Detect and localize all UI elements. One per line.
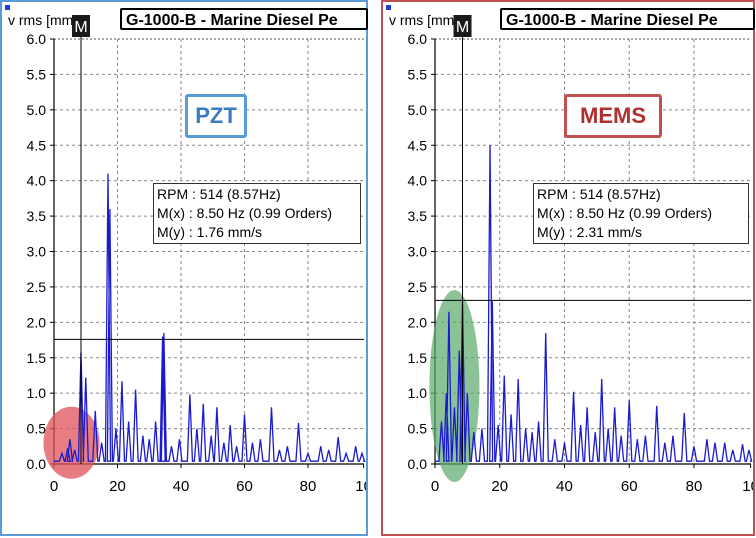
- y-tick-label: 1.5: [27, 350, 47, 366]
- readout-mx: M(x) : 8.50 Hz (0.99 Orders): [537, 205, 713, 221]
- panel-corner-marker: [386, 5, 391, 10]
- marker-badge: [453, 15, 472, 37]
- y-tick-label: 2.0: [408, 314, 428, 330]
- spectrum-trace: [54, 173, 366, 462]
- mems-marker-readout: RPM : 514 (8.57Hz) M(x) : 8.50 Hz (0.99 …: [533, 183, 749, 244]
- y-tick-label: 3.0: [27, 244, 47, 260]
- x-tick-label: 40: [173, 478, 190, 495]
- pzt-chart-title: G-1000-B - Marine Diesel Pe: [120, 8, 368, 30]
- x-tick-label: 60: [621, 478, 638, 495]
- y-tick-label: 2.5: [27, 279, 47, 295]
- marker-badge-label: M: [456, 19, 469, 36]
- readout-mx: M(x) : 8.50 Hz (0.99 Orders): [157, 205, 333, 221]
- x-tick-label: 60: [236, 478, 253, 495]
- x-tick-label: 10: [742, 478, 753, 495]
- y-tick-label: 6.0: [408, 31, 428, 47]
- y-axis-label: v rms [mm/s]: [389, 12, 469, 28]
- y-tick-label: 3.5: [27, 208, 47, 224]
- x-tick-label: 40: [556, 478, 573, 495]
- y-tick-label: 4.5: [27, 137, 47, 153]
- y-tick-label: 0.0: [27, 456, 47, 472]
- x-tick-label: 10: [355, 478, 366, 495]
- mems-tag: MEMS: [564, 94, 662, 138]
- y-tick-label: 4.0: [27, 173, 47, 189]
- readout-my: M(y) : 1.76 mm/s: [157, 224, 263, 240]
- y-tick-label: 5.5: [408, 66, 428, 82]
- y-tick-label: 2.5: [408, 279, 428, 295]
- y-tick-label: 1.0: [408, 385, 428, 401]
- spectrum-trace: [435, 145, 753, 462]
- pzt-tag: PZT: [185, 94, 247, 138]
- marker-badge: [71, 15, 90, 37]
- y-tick-label: 1.0: [27, 385, 47, 401]
- y-tick-label: 5.0: [27, 102, 47, 118]
- y-tick-label: 4.5: [408, 137, 428, 153]
- x-tick-label: 0: [50, 478, 58, 495]
- x-tick-label: 80: [300, 478, 317, 495]
- y-tick-label: 5.5: [27, 66, 47, 82]
- mems-spectrum-chart: 0.0 0.5 1.0 1.5 2.0 2.5 3.0 3.5 4.0 4.5 5.0 5.5 6.0 0…: [389, 12, 753, 495]
- marker-badge-label: M: [74, 19, 87, 36]
- readout-my: M(y) : 2.31 mm/s: [537, 224, 643, 240]
- pzt-panel: 0.0 0.5 1.0 1.5 2.0 2.5 3.0 3.5 4.0 4.5 5.0 5.5 6.0 0…: [0, 0, 368, 536]
- y-tick-label: 5.0: [408, 102, 428, 118]
- x-tick-label: 20: [491, 478, 508, 495]
- y-tick-label: 0.5: [408, 421, 428, 437]
- y-tick-label: 2.0: [27, 314, 47, 330]
- x-tick-label: 20: [109, 478, 126, 495]
- x-tick-label: 80: [686, 478, 703, 495]
- red-highlight-ellipse: [43, 406, 100, 479]
- pzt-marker-readout: RPM : 514 (8.57Hz) M(x) : 8.50 Hz (0.99 …: [153, 183, 361, 244]
- y-tick-label: 3.5: [408, 208, 428, 224]
- readout-rpm: RPM : 514 (8.57Hz): [537, 186, 661, 202]
- panel-corner-marker: [5, 5, 10, 10]
- x-tick-label: 0: [431, 478, 439, 495]
- mems-chart-title: G-1000-B - Marine Diesel Pe: [500, 8, 755, 30]
- mems-panel: 0.0 0.5 1.0 1.5 2.0 2.5 3.0 3.5 4.0 4.5 5.0 5.5 6.0 0…: [381, 0, 755, 536]
- readout-rpm: RPM : 514 (8.57Hz): [157, 186, 281, 202]
- y-tick-label: 0.0: [408, 456, 428, 472]
- y-tick-label: 0.5: [27, 421, 47, 437]
- y-tick-label: 3.0: [408, 244, 428, 260]
- y-tick-label: 1.5: [408, 350, 428, 366]
- y-tick-label: 6.0: [27, 31, 47, 47]
- pzt-spectrum-chart: 0.0 0.5 1.0 1.5 2.0 2.5 3.0 3.5 4.0 4.5 5.0 5.5 6.0 0…: [8, 12, 366, 495]
- y-tick-label: 4.0: [408, 173, 428, 189]
- y-axis-label: v rms [mm/s]: [8, 12, 88, 28]
